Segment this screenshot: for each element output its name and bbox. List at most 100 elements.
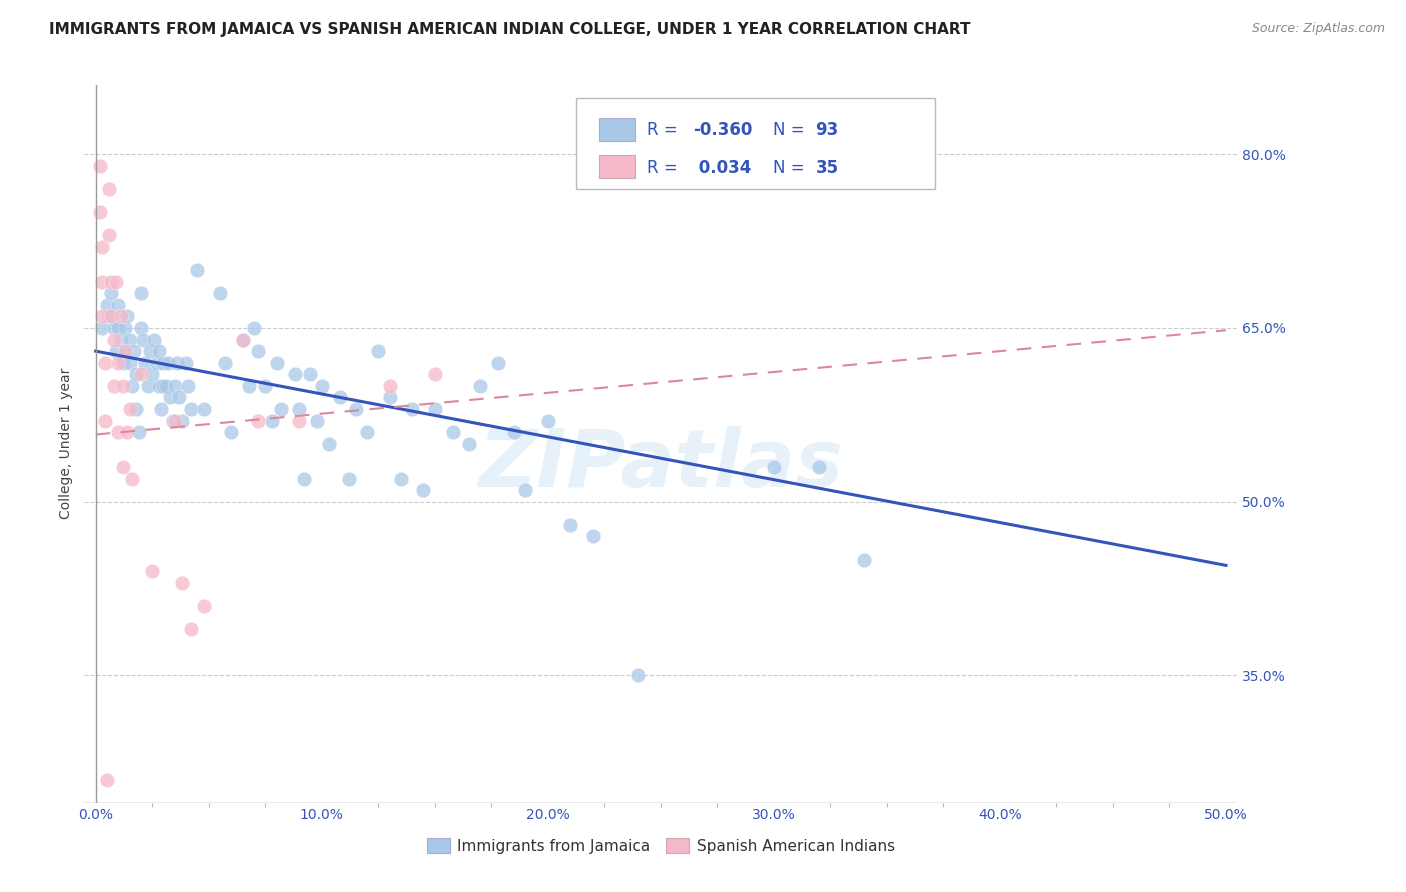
Point xyxy=(91,240,114,254)
Text: ZIPatlas: ZIPatlas xyxy=(478,426,844,504)
Point xyxy=(486,356,509,370)
Point xyxy=(100,275,122,289)
Point xyxy=(163,379,186,393)
Point xyxy=(247,414,270,428)
Point xyxy=(91,310,114,324)
Point xyxy=(627,668,650,682)
Y-axis label: College, Under 1 year: College, Under 1 year xyxy=(59,368,73,519)
Point xyxy=(110,310,132,324)
Point xyxy=(292,471,315,485)
Point xyxy=(266,356,288,370)
Text: Source: ZipAtlas.com: Source: ZipAtlas.com xyxy=(1251,22,1385,36)
Point xyxy=(121,471,143,485)
Point xyxy=(136,379,159,393)
Point xyxy=(93,356,115,370)
Point xyxy=(98,182,121,196)
Point xyxy=(89,205,111,219)
Point xyxy=(378,379,401,393)
Point xyxy=(105,275,128,289)
Point xyxy=(441,425,464,440)
Point xyxy=(170,414,193,428)
Point xyxy=(114,344,136,359)
Point xyxy=(337,471,360,485)
Point xyxy=(288,402,311,417)
Point xyxy=(163,414,186,428)
Point xyxy=(143,333,166,347)
Point xyxy=(177,379,200,393)
Point xyxy=(98,310,121,324)
Point xyxy=(180,402,202,417)
Point xyxy=(122,344,145,359)
Point xyxy=(93,414,115,428)
Point xyxy=(118,333,141,347)
Legend: Immigrants from Jamaica, Spanish American Indians: Immigrants from Jamaica, Spanish America… xyxy=(420,831,901,860)
Point xyxy=(100,286,122,301)
Point xyxy=(89,159,111,173)
Point xyxy=(344,402,367,417)
Text: IMMIGRANTS FROM JAMAICA VS SPANISH AMERICAN INDIAN COLLEGE, UNDER 1 YEAR CORRELA: IMMIGRANTS FROM JAMAICA VS SPANISH AMERI… xyxy=(49,22,970,37)
Point xyxy=(134,356,156,370)
Point xyxy=(307,414,329,428)
Point xyxy=(103,333,125,347)
Text: 0.034: 0.034 xyxy=(693,159,752,177)
Point xyxy=(389,471,412,485)
Point xyxy=(808,459,831,474)
Point xyxy=(260,414,283,428)
Point xyxy=(311,379,333,393)
Point xyxy=(118,356,141,370)
Point xyxy=(193,402,215,417)
Point xyxy=(107,356,129,370)
Text: 93: 93 xyxy=(815,121,839,139)
Point xyxy=(156,356,179,370)
Point xyxy=(762,459,785,474)
Text: N =: N = xyxy=(773,121,810,139)
Point xyxy=(110,333,132,347)
Point xyxy=(582,529,605,543)
Point xyxy=(155,379,177,393)
Point xyxy=(232,333,254,347)
Point xyxy=(129,286,152,301)
Text: 35: 35 xyxy=(815,159,838,177)
Point xyxy=(100,310,122,324)
Point xyxy=(98,228,121,243)
Point xyxy=(107,425,129,440)
Point xyxy=(401,402,423,417)
Point xyxy=(329,391,352,405)
Point xyxy=(148,344,170,359)
Point xyxy=(105,344,128,359)
Point xyxy=(180,622,202,636)
Point xyxy=(170,575,193,590)
Point xyxy=(214,356,236,370)
Point xyxy=(288,414,311,428)
Point xyxy=(107,321,129,335)
Point xyxy=(412,483,434,497)
Point xyxy=(243,321,266,335)
Point xyxy=(159,391,181,405)
Point xyxy=(537,414,560,428)
Point xyxy=(111,379,134,393)
Point xyxy=(107,298,129,312)
Point xyxy=(238,379,260,393)
Point xyxy=(356,425,378,440)
Point xyxy=(853,552,876,566)
Point xyxy=(96,298,118,312)
Point xyxy=(152,356,174,370)
Point xyxy=(423,368,446,382)
Point xyxy=(560,517,582,532)
Point xyxy=(111,459,134,474)
Point xyxy=(132,333,155,347)
Point xyxy=(468,379,491,393)
Point xyxy=(378,391,401,405)
Point xyxy=(141,368,163,382)
Point xyxy=(128,425,150,440)
Point xyxy=(150,402,173,417)
Point xyxy=(103,379,125,393)
Point xyxy=(125,402,148,417)
Point xyxy=(221,425,243,440)
Text: N =: N = xyxy=(773,159,810,177)
Point xyxy=(148,379,170,393)
Point xyxy=(423,402,446,417)
Point xyxy=(145,356,167,370)
Point xyxy=(117,310,139,324)
Point xyxy=(299,368,322,382)
